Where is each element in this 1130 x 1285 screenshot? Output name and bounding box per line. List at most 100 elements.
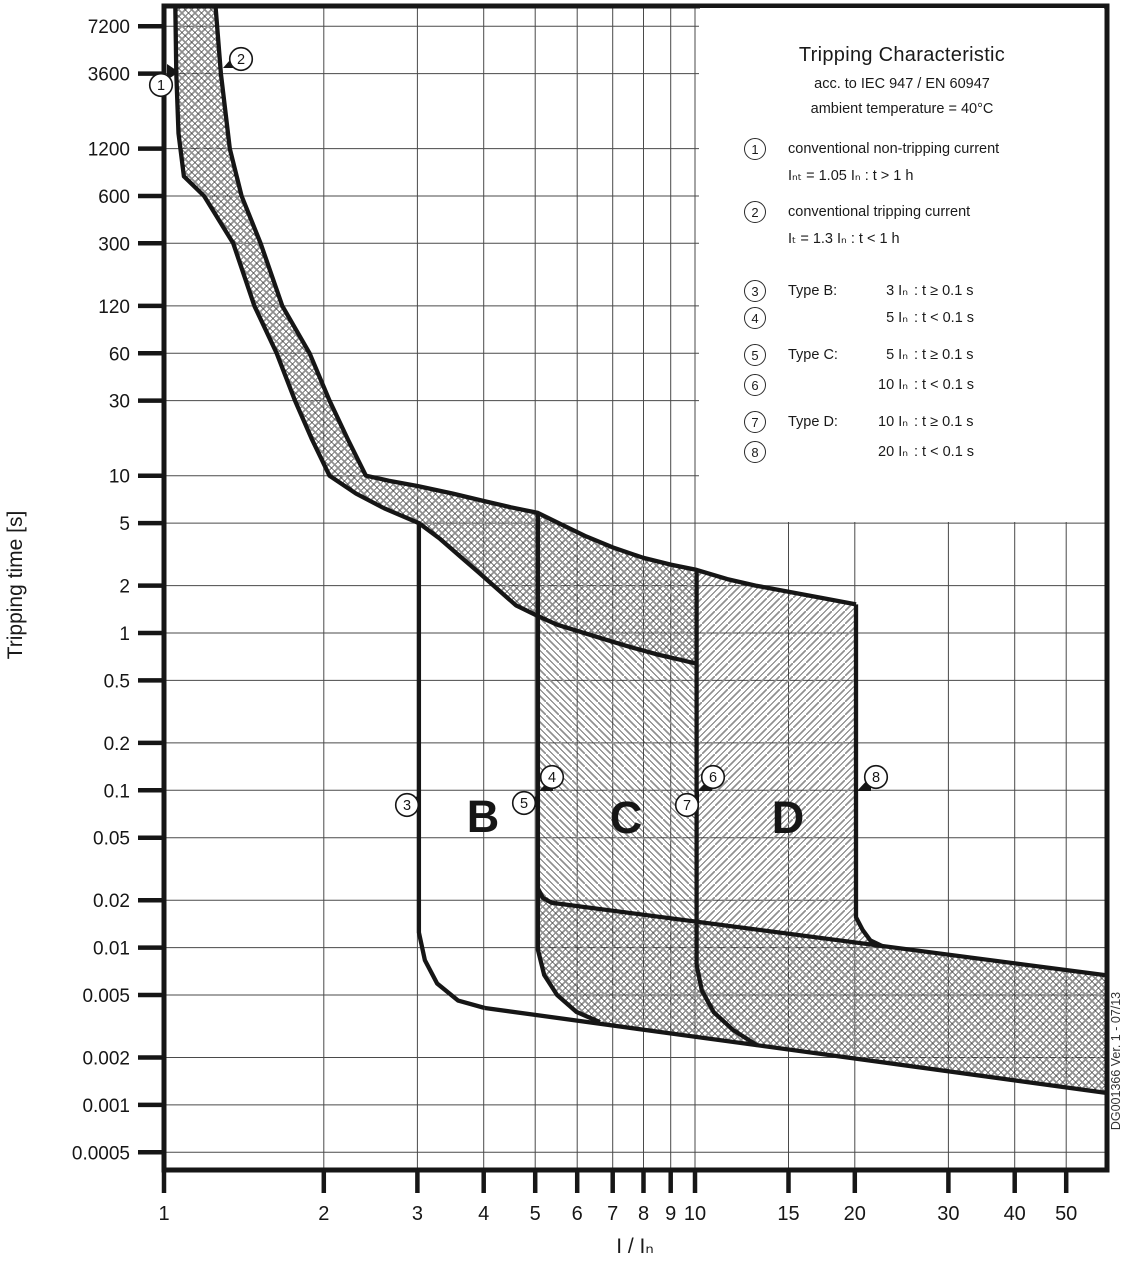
legend-type-c-qty-1: 5 Iₙ: [886, 347, 908, 363]
y-tick-label-0.02: 0.02: [93, 891, 130, 912]
curve-marker-number-3: 3: [403, 798, 411, 814]
y-tick-label-0.0005: 0.0005: [72, 1143, 130, 1164]
legend-type-c-cond-1: : t ≥ 0.1 s: [914, 347, 974, 363]
y-axis-title: Tripping time [s]: [4, 510, 27, 660]
curve-marker-number-6: 6: [709, 770, 717, 786]
legend-type-b-cond-1: : t ≥ 0.1 s: [914, 283, 974, 299]
curve-marker-circle-4: [539, 764, 565, 790]
x-tick-label-5: 5: [530, 1203, 541, 1225]
y-tick-label-1200: 1200: [88, 140, 130, 161]
legend-marker-3: 3: [744, 280, 766, 302]
y-tick-label-0.2: 0.2: [104, 734, 130, 755]
y-tick-label-0.002: 0.002: [82, 1049, 130, 1070]
curve-instantaneous-upper-limit: [535, 887, 1108, 978]
legend-type-c-label: Type C:: [788, 347, 838, 363]
legend-type-c-cond-2: : t < 0.1 s: [914, 377, 975, 393]
chart-subtitle-temperature: ambient temperature = 40°C: [810, 101, 994, 117]
y-tick-label-60: 60: [109, 344, 130, 365]
region-thermal-band: [175, 5, 697, 664]
chart-subtitle-standard: acc. to IEC 947 / EN 60947: [814, 76, 990, 92]
legend-type-d-qty-1: 10 Iₙ: [878, 414, 908, 430]
y-tick-label-3600: 3600: [88, 65, 130, 86]
curve-marker-number-7: 7: [683, 798, 691, 814]
x-tick-label-10: 10: [684, 1203, 706, 1225]
legend-marker-4: 4: [744, 307, 766, 329]
y-tick-label-0.005: 0.005: [82, 986, 130, 1007]
curve-marker-circle-1: [148, 72, 174, 98]
legend-item-1-text: conventional non-tripping current: [788, 141, 1000, 157]
x-tick-label-9: 9: [665, 1203, 676, 1225]
curve-marker-number-4: 4: [548, 770, 556, 786]
y-tick-label-0.01: 0.01: [93, 939, 130, 960]
curve-instantaneous-lower-limit: [484, 1005, 1108, 1096]
legend-marker-5: 5: [744, 344, 766, 366]
region-letter-B: B: [467, 791, 500, 842]
x-tick-label-50: 50: [1055, 1203, 1077, 1225]
curve-upper-thermal-limit: [213, 5, 857, 607]
legend-item-2-text: conventional tripping current: [788, 204, 971, 220]
curve-marker-number-1: 1: [157, 78, 165, 94]
region-letter-C: C: [610, 792, 643, 843]
x-tick-label-8: 8: [638, 1203, 649, 1225]
legend-type-d-cond-1: : t ≥ 0.1 s: [914, 414, 974, 430]
curve-marker-circle-6: [700, 764, 726, 790]
pointer-triangle-1: [167, 64, 179, 80]
curve-marker-number-5: 5: [520, 796, 528, 812]
legend-marker-8: 8: [744, 441, 766, 463]
y-tick-label-600: 600: [98, 187, 130, 208]
legend-item-2-formula: Iₜ = 1.3 Iₙ : t < 1 h: [788, 231, 900, 247]
x-axis-title: I / Iₙ: [616, 1235, 654, 1258]
curve-marker-number-8: 8: [872, 770, 880, 786]
y-tick-label-0.5: 0.5: [104, 671, 130, 692]
legend-marker-1: 1: [744, 138, 766, 160]
curve-marker-circle-8: [863, 764, 889, 790]
y-tick-label-7200: 7200: [88, 17, 130, 38]
x-tick-label-7: 7: [607, 1203, 618, 1225]
x-tick-label-4: 4: [478, 1203, 489, 1225]
document-version-note: DG001366 Ver. 1 - 07/13: [1109, 991, 1123, 1131]
curve-marker-circle-5: [511, 790, 537, 816]
legend-type-d-cond-2: : t < 0.1 s: [914, 444, 975, 460]
y-tick-label-0.05: 0.05: [93, 829, 130, 850]
y-tick-label-120: 120: [98, 297, 130, 318]
region-instantaneous-band: [537, 888, 1107, 1093]
legend-type-b-label: Type B:: [788, 283, 838, 299]
legend-marker-7: 7: [744, 411, 766, 433]
legend-item-1-formula: Iₙₜ = 1.05 Iₙ : t > 1 h: [788, 168, 914, 184]
curve-marker-circle-3: [394, 792, 420, 818]
region-type-d-region: [696, 569, 884, 947]
x-tick-label-40: 40: [1004, 1203, 1026, 1225]
legend-type-b-qty-1: 3 Iₙ: [886, 283, 908, 299]
plot-frame: [161, 3, 1110, 1173]
y-tick-label-30: 30: [109, 392, 130, 413]
y-tick-label-1: 1: [119, 624, 130, 645]
legend-type-b-cond-2: : t < 0.1 s: [914, 310, 975, 326]
y-tick-label-10: 10: [109, 467, 130, 488]
legend-marker-6: 6: [744, 374, 766, 396]
curve-marker-number-2: 2: [237, 52, 245, 68]
curve-marker-circle-7: [674, 792, 700, 818]
legend-type-d-label: Type D:: [788, 414, 838, 430]
legend-type-d-qty-2: 20 Iₙ: [878, 444, 908, 460]
curve-type-d-magnetic-20in: [853, 604, 885, 949]
curve-type-b-magnetic-3in: [416, 523, 486, 1011]
chart-title: Tripping Characteristic: [798, 44, 1006, 66]
y-tick-label-5: 5: [119, 514, 130, 535]
x-tick-label-15: 15: [777, 1203, 799, 1225]
curve-type-c-magnetic-5in: [535, 512, 601, 1025]
region-letter-D: D: [772, 792, 805, 843]
legend-marker-2: 2: [744, 201, 766, 223]
y-tick-label-0.1: 0.1: [104, 781, 130, 802]
legend-type-c-qty-2: 10 Iₙ: [878, 377, 908, 393]
y-tick-label-2: 2: [119, 577, 130, 598]
legend-panel: Tripping Characteristic acc. to IEC 947 …: [700, 8, 1104, 522]
y-tick-label-300: 300: [98, 234, 130, 255]
x-tick-label-1: 1: [158, 1203, 169, 1225]
x-tick-label-20: 20: [844, 1203, 866, 1225]
curve-marker-circle-2: [228, 46, 254, 72]
x-tick-label-6: 6: [572, 1203, 583, 1225]
x-tick-label-3: 3: [412, 1203, 423, 1225]
curve-type-d-magnetic-10in: [694, 569, 759, 1048]
legend-type-b-qty-2: 5 Iₙ: [886, 310, 908, 326]
